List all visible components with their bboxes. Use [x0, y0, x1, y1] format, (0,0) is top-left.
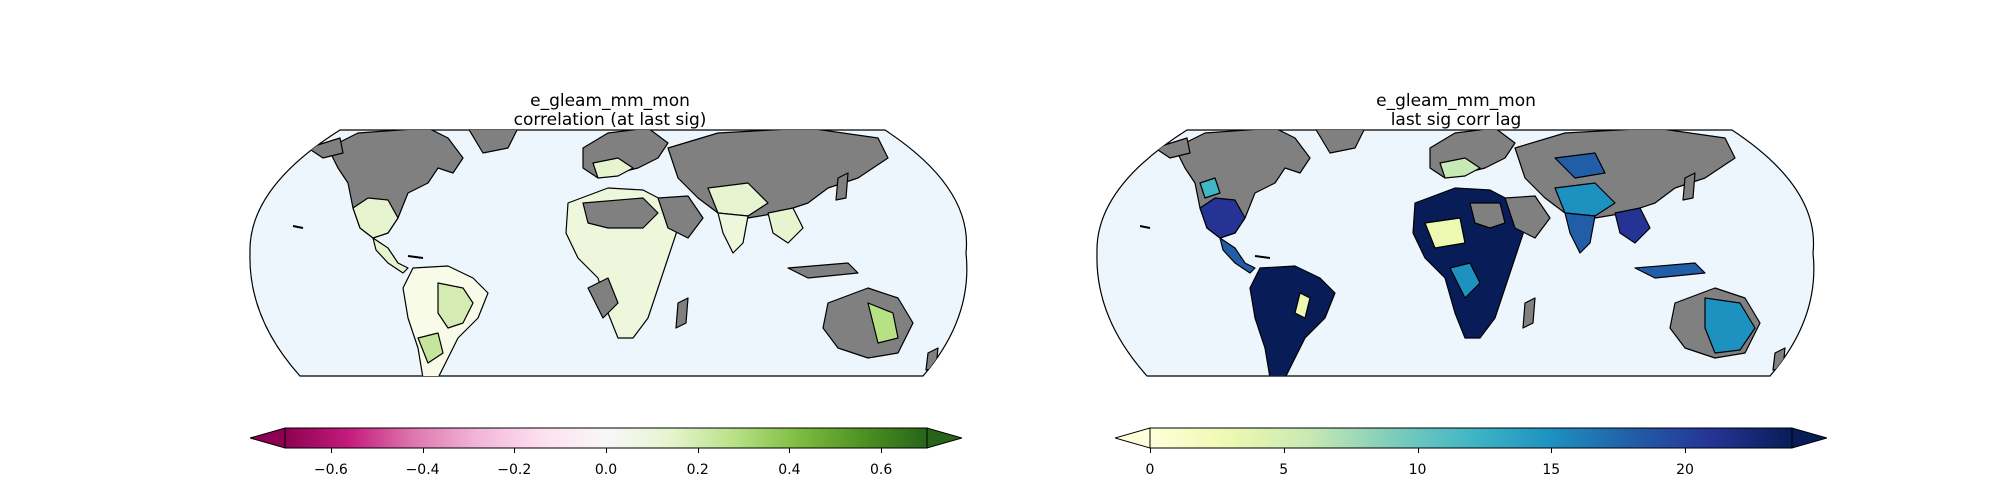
- indonesia: [1634, 262, 1706, 279]
- arabia: [657, 195, 704, 239]
- india: [717, 212, 749, 254]
- colorbar-tick-mark: [789, 448, 791, 453]
- colorbar-tick-label: 15: [1542, 462, 1561, 478]
- colorbar-tick-label: −0.4: [405, 462, 440, 478]
- colorbar-tick-label: 10: [1408, 462, 1427, 478]
- africa-land: [565, 187, 679, 339]
- colorbar-tick-label: −0.2: [497, 462, 532, 478]
- colorbar-tick-mark: [330, 448, 332, 453]
- south-america-green2: [417, 332, 444, 364]
- left-title-line1: e_gleam_mm_mon: [530, 91, 690, 111]
- indonesia: [787, 262, 859, 279]
- colorbar-tick-label: −0.6: [313, 462, 348, 478]
- caribbean: [407, 255, 424, 259]
- australia-green: [867, 302, 899, 344]
- southeast-asia: [767, 207, 804, 244]
- sahara-masked: [582, 197, 659, 229]
- colorbar-tick-mark: [881, 448, 883, 453]
- southeast-asia: [1614, 207, 1651, 244]
- hawaii: [292, 225, 304, 229]
- north-america-lag: [1199, 197, 1246, 239]
- correlation-colorbar: [250, 427, 962, 449]
- left-map-title: e_gleam_mm_mon correlation (at last sig): [385, 92, 835, 130]
- colorbar-tick-label: 0: [1145, 462, 1155, 478]
- colorbar-tick-mark: [606, 448, 607, 453]
- madagascar: [675, 297, 689, 329]
- colorbar-tick-mark: [514, 448, 516, 453]
- greenland: [467, 130, 519, 154]
- colorbar-body: [284, 427, 928, 449]
- colorbar-tick-label: 0.0: [594, 462, 618, 478]
- colorbar-tick-mark: [1150, 448, 1151, 453]
- colorbar-tick-label: 0.4: [778, 462, 801, 478]
- india: [1564, 212, 1596, 254]
- colorbar-tick-mark: [1685, 448, 1686, 453]
- colorbar-tick-mark: [1417, 448, 1419, 453]
- sahel-light: [1424, 217, 1466, 249]
- colorbar-extend-left: [250, 427, 286, 449]
- colorbar-tick-mark: [1283, 448, 1285, 453]
- correlation-map: [249, 129, 968, 377]
- colorbar-extend-left: [1115, 427, 1151, 449]
- right-title-line1: e_gleam_mm_mon: [1376, 91, 1536, 111]
- right-title-line2: last sig corr lag: [1390, 110, 1522, 130]
- colorbar-tick-label: 0.6: [870, 462, 893, 478]
- colorbar-tick-label: 0.2: [686, 462, 709, 478]
- north-america-lag2: [1199, 177, 1221, 199]
- madagascar: [1522, 297, 1536, 329]
- colorbar-tick-mark: [422, 448, 424, 453]
- japan: [1682, 172, 1696, 201]
- south-america-green: [437, 282, 474, 329]
- colorbar-body: [1149, 427, 1793, 449]
- colorbar-tick-label: 20: [1676, 462, 1694, 478]
- asia-lag2: [1554, 182, 1616, 217]
- south-america-light: [1294, 292, 1311, 319]
- colorbar-extend-right: [926, 427, 962, 449]
- japan: [835, 172, 849, 201]
- europe-lag: [1439, 157, 1481, 179]
- colorbar-tick-mark: [697, 448, 699, 453]
- asia-lag: [1554, 152, 1606, 179]
- left-title-line2: correlation (at last sig): [513, 110, 707, 130]
- central-america: [372, 237, 409, 274]
- alaska: [307, 137, 344, 159]
- australia: [822, 287, 914, 359]
- south-america-land: [1249, 265, 1336, 376]
- africa-south-masked: [587, 277, 619, 319]
- lag-map: [1096, 129, 1815, 377]
- hawaii: [1139, 225, 1151, 229]
- colorbar-extend-right: [1791, 427, 1827, 449]
- australia-lag: [1704, 297, 1756, 354]
- alaska: [1154, 137, 1191, 159]
- europe-green: [592, 157, 634, 179]
- north-america-green: [352, 197, 399, 239]
- colorbar-tick-label: 5: [1279, 462, 1289, 478]
- arabia: [1504, 195, 1551, 239]
- right-map-title: e_gleam_mm_mon last sig corr lag: [1231, 92, 1681, 130]
- lag-colorbar: [1115, 427, 1827, 449]
- colorbar-tick-mark: [1551, 448, 1553, 453]
- greenland: [1314, 130, 1366, 154]
- caribbean: [1254, 255, 1271, 259]
- central-america: [1219, 237, 1256, 274]
- africa-masked: [1469, 202, 1506, 229]
- asia-green: [707, 182, 769, 217]
- africa-mid: [1449, 262, 1481, 299]
